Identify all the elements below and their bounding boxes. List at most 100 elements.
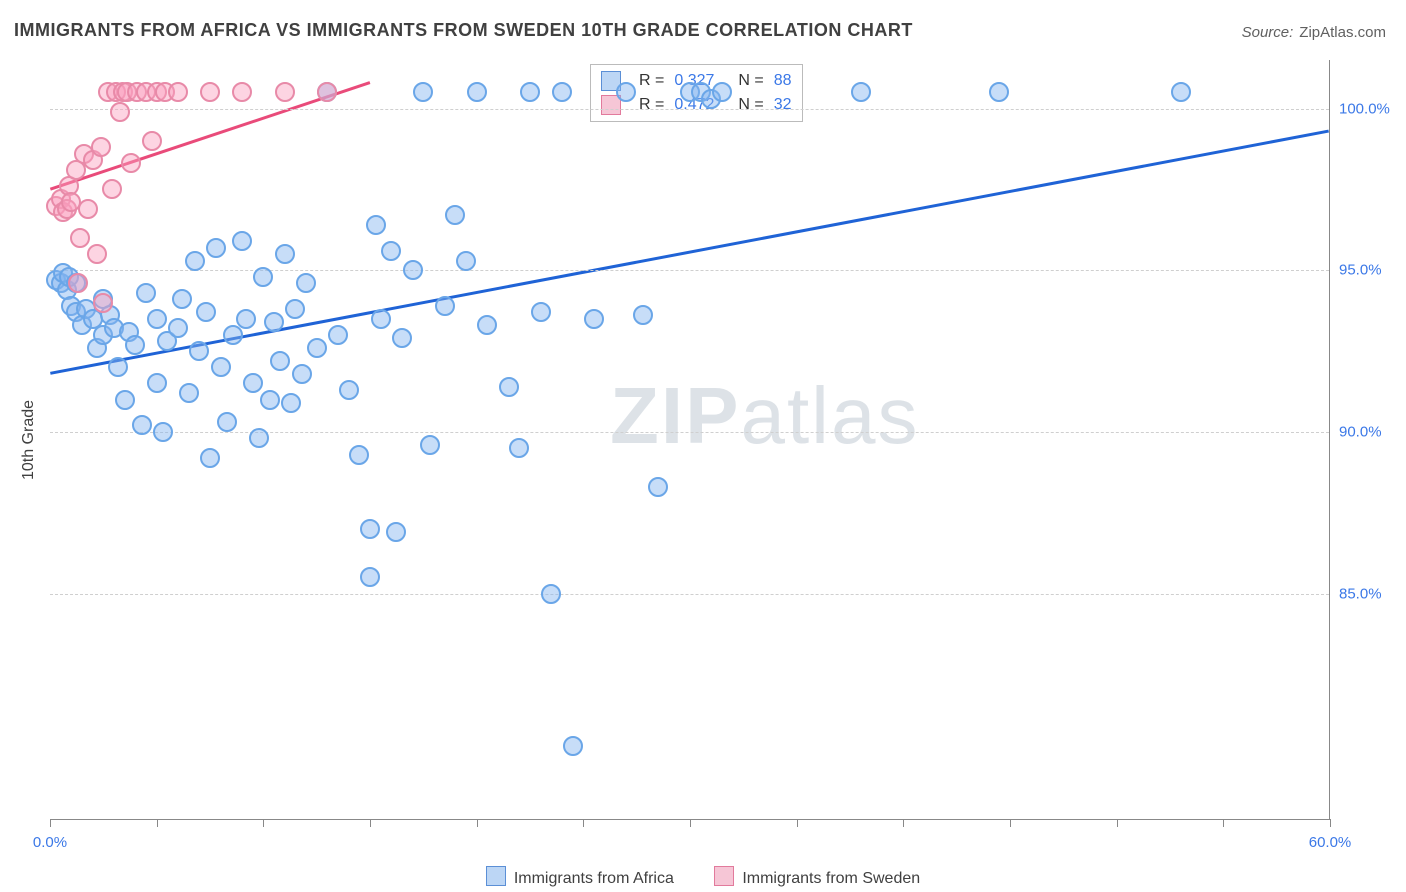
data-point-africa [243,373,263,393]
data-point-africa [531,302,551,322]
data-point-africa [296,273,316,293]
data-point-africa [147,309,167,329]
data-point-africa [456,251,476,271]
data-point-africa [509,438,529,458]
y-tick-label: 85.0% [1339,585,1399,602]
data-point-africa [648,477,668,497]
data-point-africa [108,357,128,377]
data-point-sweden [200,82,220,102]
data-point-africa [467,82,487,102]
data-point-sweden [87,244,107,264]
data-point-africa [499,377,519,397]
legend-n-value: 88 [774,69,792,93]
data-point-africa [115,390,135,410]
legend-swatch-icon [486,866,506,886]
data-point-africa [403,260,423,280]
data-point-sweden [91,137,111,157]
data-point-africa [132,415,152,435]
data-point-africa [420,435,440,455]
data-point-africa [236,309,256,329]
data-point-africa [445,205,465,225]
chart-title: IMMIGRANTS FROM AFRICA VS IMMIGRANTS FRO… [14,20,913,41]
regression-lines-layer [50,60,1329,819]
data-point-africa [232,231,252,251]
data-point-sweden [275,82,295,102]
x-tick [690,819,691,827]
data-point-africa [520,82,540,102]
data-point-sweden [68,273,88,293]
data-point-africa [196,302,216,322]
legend-r-label: R = [639,69,664,93]
data-point-africa [217,412,237,432]
x-tick-label: 0.0% [33,834,67,851]
data-point-africa [168,318,188,338]
data-point-africa [371,309,391,329]
legend-n-value: 32 [774,93,792,117]
data-point-africa [851,82,871,102]
data-point-africa [381,241,401,261]
data-point-africa [386,522,406,542]
data-point-africa [339,380,359,400]
data-point-africa [616,82,636,102]
data-point-africa [712,82,732,102]
data-point-africa [211,357,231,377]
data-point-africa [328,325,348,345]
data-point-africa [200,448,220,468]
data-point-africa [281,393,301,413]
legend-n-label: N = [738,93,763,117]
x-tick [477,819,478,827]
gridline [50,109,1329,110]
gridline [50,594,1329,595]
data-point-sweden [317,82,337,102]
data-point-africa [366,215,386,235]
x-tick [157,819,158,827]
data-point-sweden [70,228,90,248]
data-point-africa [185,251,205,271]
data-point-sweden [232,82,252,102]
data-point-sweden [93,293,113,313]
data-point-africa [349,445,369,465]
series-legend: Immigrants from Africa Immigrants from S… [0,866,1406,888]
source-value: ZipAtlas.com [1299,24,1386,41]
data-point-africa [360,567,380,587]
watermark-bold: ZIP [610,371,740,460]
x-tick [263,819,264,827]
scatter-plot-area: ZIPatlas R =0.327N =88R =0.472N =32 85.0… [50,60,1330,820]
data-point-africa [206,238,226,258]
legend-label: Immigrants from Africa [514,870,674,887]
x-tick [903,819,904,827]
data-point-africa [435,296,455,316]
x-tick [1117,819,1118,827]
data-point-africa [223,325,243,345]
x-tick [1010,819,1011,827]
data-point-sweden [142,131,162,151]
x-tick-label: 60.0% [1309,834,1352,851]
x-tick [583,819,584,827]
x-tick [1330,819,1331,827]
y-tick-label: 90.0% [1339,423,1399,440]
watermark-light: atlas [740,371,919,460]
data-point-africa [275,244,295,264]
data-point-africa [292,364,312,384]
page: IMMIGRANTS FROM AFRICA VS IMMIGRANTS FRO… [0,0,1406,892]
x-tick [1223,819,1224,827]
data-point-africa [249,428,269,448]
gridline [50,270,1329,271]
data-point-africa [260,390,280,410]
data-point-sweden [121,153,141,173]
data-point-africa [172,289,192,309]
data-point-africa [253,267,273,287]
data-point-africa [285,299,305,319]
data-point-africa [360,519,380,539]
data-point-africa [179,383,199,403]
data-point-africa [136,283,156,303]
source-label: Source: [1242,24,1294,41]
data-point-africa [633,305,653,325]
data-point-africa [552,82,572,102]
data-point-africa [147,373,167,393]
data-point-sweden [110,102,130,122]
data-point-africa [392,328,412,348]
watermark: ZIPatlas [610,370,919,462]
data-point-africa [413,82,433,102]
y-tick-label: 100.0% [1339,100,1399,117]
